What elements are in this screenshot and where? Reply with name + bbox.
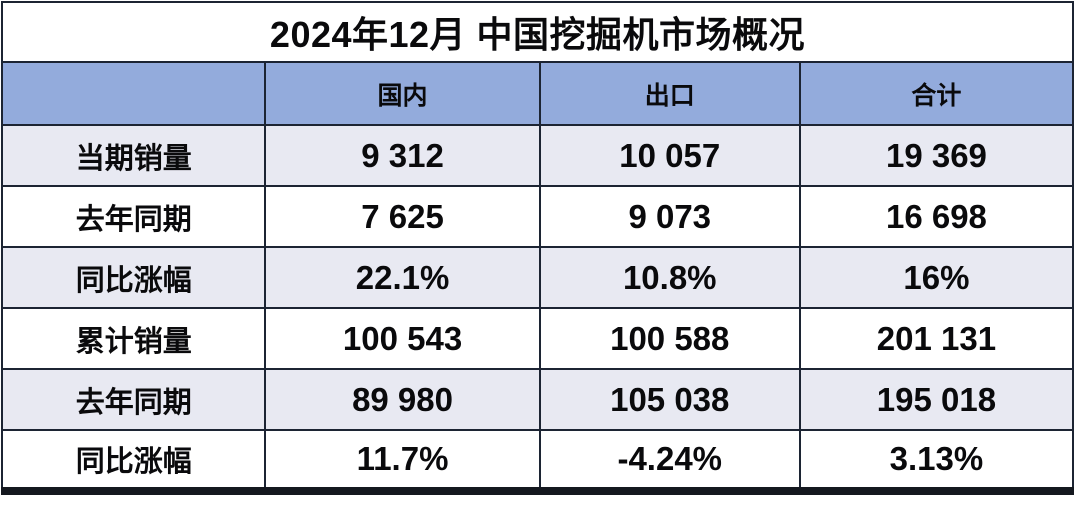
cell-value: 89 980 bbox=[264, 368, 541, 431]
title-row: 2024年12月 中国挖掘机市场概况 bbox=[1, 1, 1074, 63]
column-header-row: 国内 出口 合计 bbox=[0, 61, 1075, 126]
col-header-export: 出口 bbox=[538, 61, 801, 126]
cell-value: 3.13% bbox=[798, 429, 1075, 492]
cell-value: 19 369 bbox=[798, 124, 1075, 187]
row-label: 累计销量 bbox=[0, 307, 267, 370]
table-row-yoy-change: 同比涨幅 22.1% 10.8% 16% bbox=[0, 246, 1075, 309]
cell-value: 11.7% bbox=[264, 429, 541, 492]
table-row-last-year-same-period: 去年同期 7 625 9 073 16 698 bbox=[0, 185, 1075, 248]
cell-value: -4.24% bbox=[538, 429, 801, 492]
row-label: 同比涨幅 bbox=[0, 246, 267, 309]
cell-value: 22.1% bbox=[264, 246, 541, 309]
cell-value: 16% bbox=[798, 246, 1075, 309]
cell-value: 100 543 bbox=[264, 307, 541, 370]
table-title: 2024年12月 中国挖掘机市场概况 bbox=[1, 1, 1074, 63]
cell-value: 105 038 bbox=[538, 368, 801, 431]
cell-value: 16 698 bbox=[798, 185, 1075, 248]
col-header-empty bbox=[0, 61, 267, 126]
excavator-market-table: 2024年12月 中国挖掘机市场概况 国内 出口 合计 当期销量 9 312 1… bbox=[0, 1, 1075, 495]
cell-value: 9 312 bbox=[264, 124, 541, 187]
row-label: 当期销量 bbox=[0, 124, 267, 187]
row-label: 去年同期 bbox=[0, 185, 267, 248]
table-row-current-sales: 当期销量 9 312 10 057 19 369 bbox=[0, 124, 1075, 187]
cell-value: 201 131 bbox=[798, 307, 1075, 370]
cell-value: 100 588 bbox=[538, 307, 801, 370]
cell-value: 10.8% bbox=[538, 246, 801, 309]
table-row-cumulative-sales: 累计销量 100 543 100 588 201 131 bbox=[0, 307, 1075, 370]
col-header-total: 合计 bbox=[798, 61, 1075, 126]
cell-value: 7 625 bbox=[264, 185, 541, 248]
table-row-cumulative-yoy-change: 同比涨幅 11.7% -4.24% 3.13% bbox=[0, 429, 1075, 492]
cell-value: 195 018 bbox=[798, 368, 1075, 431]
row-label: 去年同期 bbox=[0, 368, 267, 431]
cell-value: 9 073 bbox=[538, 185, 801, 248]
table-row-cumulative-last-year: 去年同期 89 980 105 038 195 018 bbox=[0, 368, 1075, 431]
row-label: 同比涨幅 bbox=[0, 429, 267, 492]
col-header-domestic: 国内 bbox=[264, 61, 541, 126]
cell-value: 10 057 bbox=[538, 124, 801, 187]
